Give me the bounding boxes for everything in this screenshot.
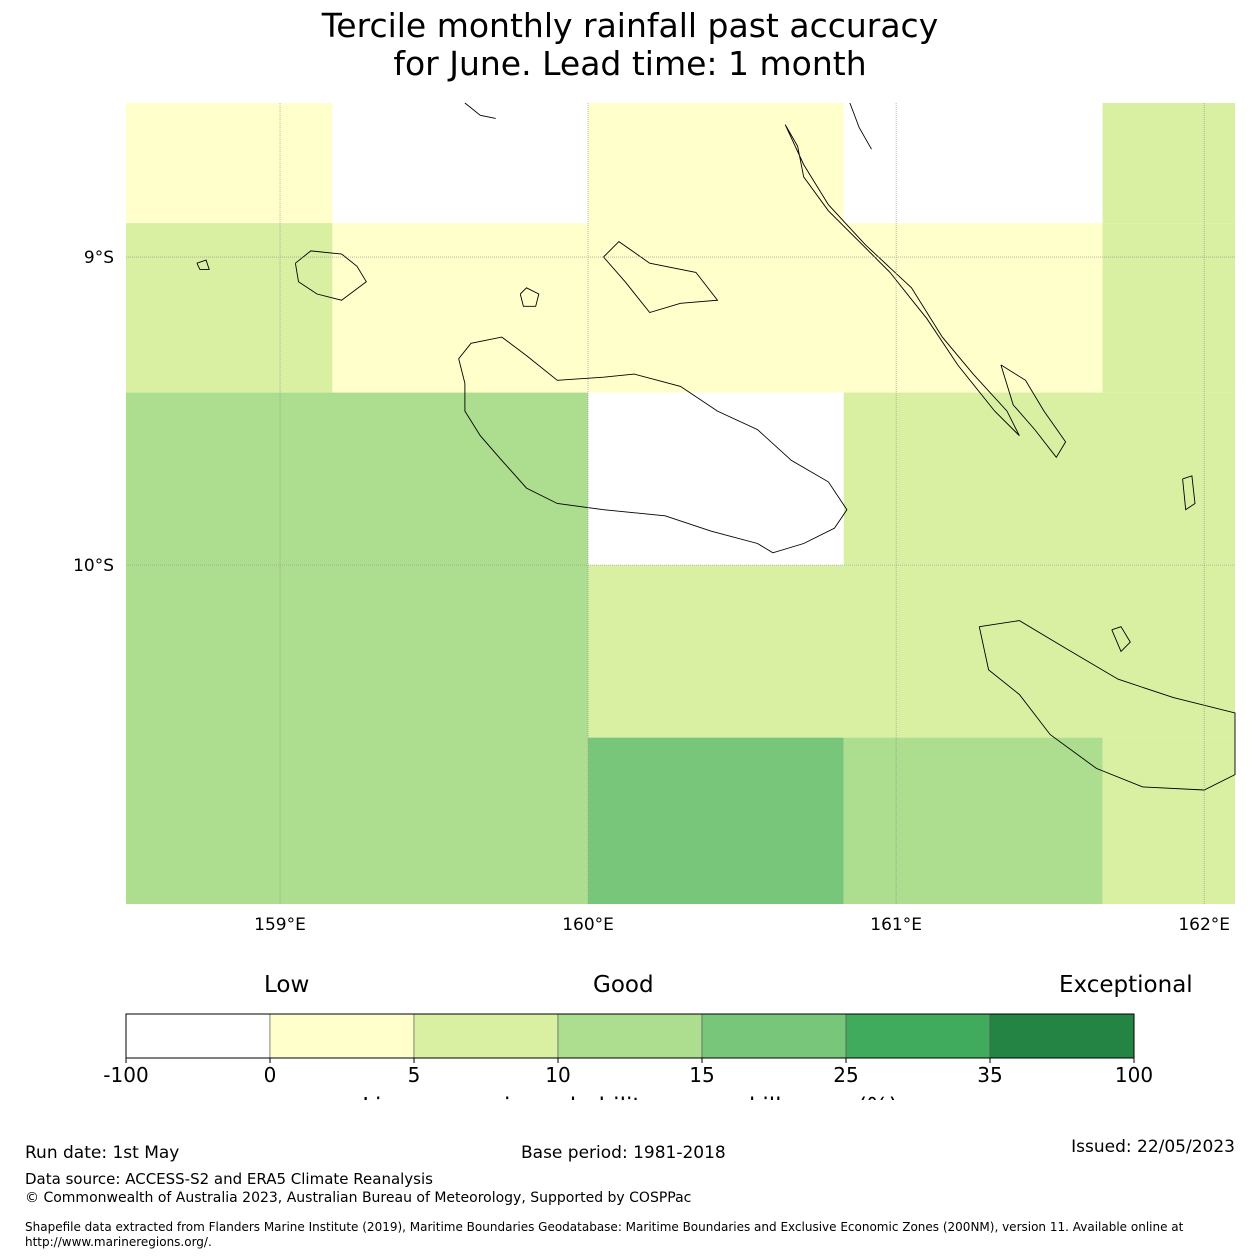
colorbar-swatch-0 bbox=[125, 1013, 271, 1059]
colorbar-tick-label: -100 bbox=[103, 1063, 148, 1087]
lon-tick-label: 160°E bbox=[562, 915, 614, 935]
colorbar-swatch-4 bbox=[701, 1013, 847, 1059]
grid-cell-10 bbox=[843, 392, 1235, 566]
skill-grid-cells bbox=[126, 103, 1235, 904]
coastline-3 bbox=[1000, 364, 1067, 459]
data-source: Data source: ACCESS-S2 and ERA5 Climate … bbox=[25, 1170, 433, 1188]
colorbar-tick-label: 35 bbox=[977, 1063, 1002, 1087]
grid-cell-5 bbox=[126, 223, 333, 393]
grid-cell-11 bbox=[126, 565, 589, 904]
grid-cell-7 bbox=[1102, 223, 1235, 393]
coastlines bbox=[196, 102, 1236, 791]
chart-title-line-2: for June. Lead time: 1 month bbox=[393, 44, 867, 83]
colorbar-swatch-1 bbox=[269, 1013, 415, 1059]
coastline-10 bbox=[464, 102, 496, 119]
lat-tick-label: 9°S bbox=[84, 248, 114, 268]
colorbar-label-exceptional: Exceptional bbox=[1059, 972, 1193, 998]
grid-cell-0 bbox=[126, 103, 333, 224]
coastline-4 bbox=[294, 250, 367, 301]
lat-tick-label: 10°S bbox=[73, 556, 114, 576]
coastline-0 bbox=[458, 336, 848, 554]
colorbar-tick-label: 0 bbox=[264, 1063, 277, 1087]
colorbar-frame bbox=[125, 1013, 1135, 1059]
grid-cell-2 bbox=[588, 103, 844, 224]
base-period: Base period: 1981-2018 bbox=[521, 1143, 726, 1163]
coastline-11 bbox=[849, 102, 872, 150]
colorbar-label-good: Good bbox=[593, 972, 654, 998]
coastline-7 bbox=[978, 620, 1236, 791]
grid-cell-14 bbox=[843, 737, 1103, 904]
run-date: Run date: 1st May bbox=[25, 1143, 180, 1163]
colorbar-swatch-2 bbox=[413, 1013, 559, 1059]
coastline-8 bbox=[1111, 626, 1131, 653]
colorbar-swatch-3 bbox=[557, 1013, 703, 1059]
grid-cell-4 bbox=[1102, 103, 1235, 224]
shapefile-credit: Shapefile data extracted from Flanders M… bbox=[25, 1220, 1184, 1249]
colorbar-tick-label: 5 bbox=[408, 1063, 421, 1087]
coastline-2 bbox=[784, 124, 1020, 437]
colorbar-label-low: Low bbox=[264, 972, 310, 998]
colorbar: -100 0 5 10 15 25 35 100 Linear error in probabi… bbox=[103, 1013, 1153, 1100]
map-figure: 159°E 160°E 161°E 162°E 9°S 10°S -100 0 5 10 15 25… bbox=[73, 102, 1236, 1100]
grid-cell-12 bbox=[588, 565, 1235, 738]
coastline-1 bbox=[603, 241, 719, 314]
colorbar-tick-label: 100 bbox=[1115, 1063, 1153, 1087]
grid-cell-6 bbox=[332, 223, 1103, 393]
copyright: © Commonwealth of Australia 2023, Austra… bbox=[25, 1190, 692, 1206]
coastline-5 bbox=[519, 287, 540, 307]
colorbar-swatch-6 bbox=[989, 1013, 1135, 1059]
lon-tick-label: 161°E bbox=[870, 915, 922, 935]
axis-tick-labels: 159°E 160°E 161°E 162°E 9°S 10°S bbox=[73, 248, 1230, 935]
colorbar-title: Linear error in probability space skill … bbox=[362, 1094, 898, 1100]
coastline-6 bbox=[196, 259, 210, 270]
grid-cell-15 bbox=[1102, 737, 1235, 904]
grid-cell-8 bbox=[126, 392, 589, 566]
colorbar-tick-label: 15 bbox=[689, 1063, 714, 1087]
grid-cell-13 bbox=[588, 737, 844, 904]
colorbar-tick-label: 10 bbox=[545, 1063, 570, 1087]
grid-cell-3 bbox=[843, 103, 1103, 224]
issued-date: Issued: 22/05/2023 bbox=[1071, 1137, 1235, 1157]
graticule-lines bbox=[126, 103, 1235, 904]
chart-title-line-1: Tercile monthly rainfall past accuracy bbox=[321, 6, 939, 45]
coastline-9 bbox=[1182, 475, 1196, 511]
lon-tick-label: 159°E bbox=[254, 915, 306, 935]
colorbar-swatch-5 bbox=[845, 1013, 991, 1059]
lon-tick-label: 162°E bbox=[1178, 915, 1230, 935]
colorbar-tick-label: 25 bbox=[833, 1063, 858, 1087]
grid-cell-9 bbox=[588, 392, 844, 566]
grid-cell-1 bbox=[332, 103, 589, 224]
